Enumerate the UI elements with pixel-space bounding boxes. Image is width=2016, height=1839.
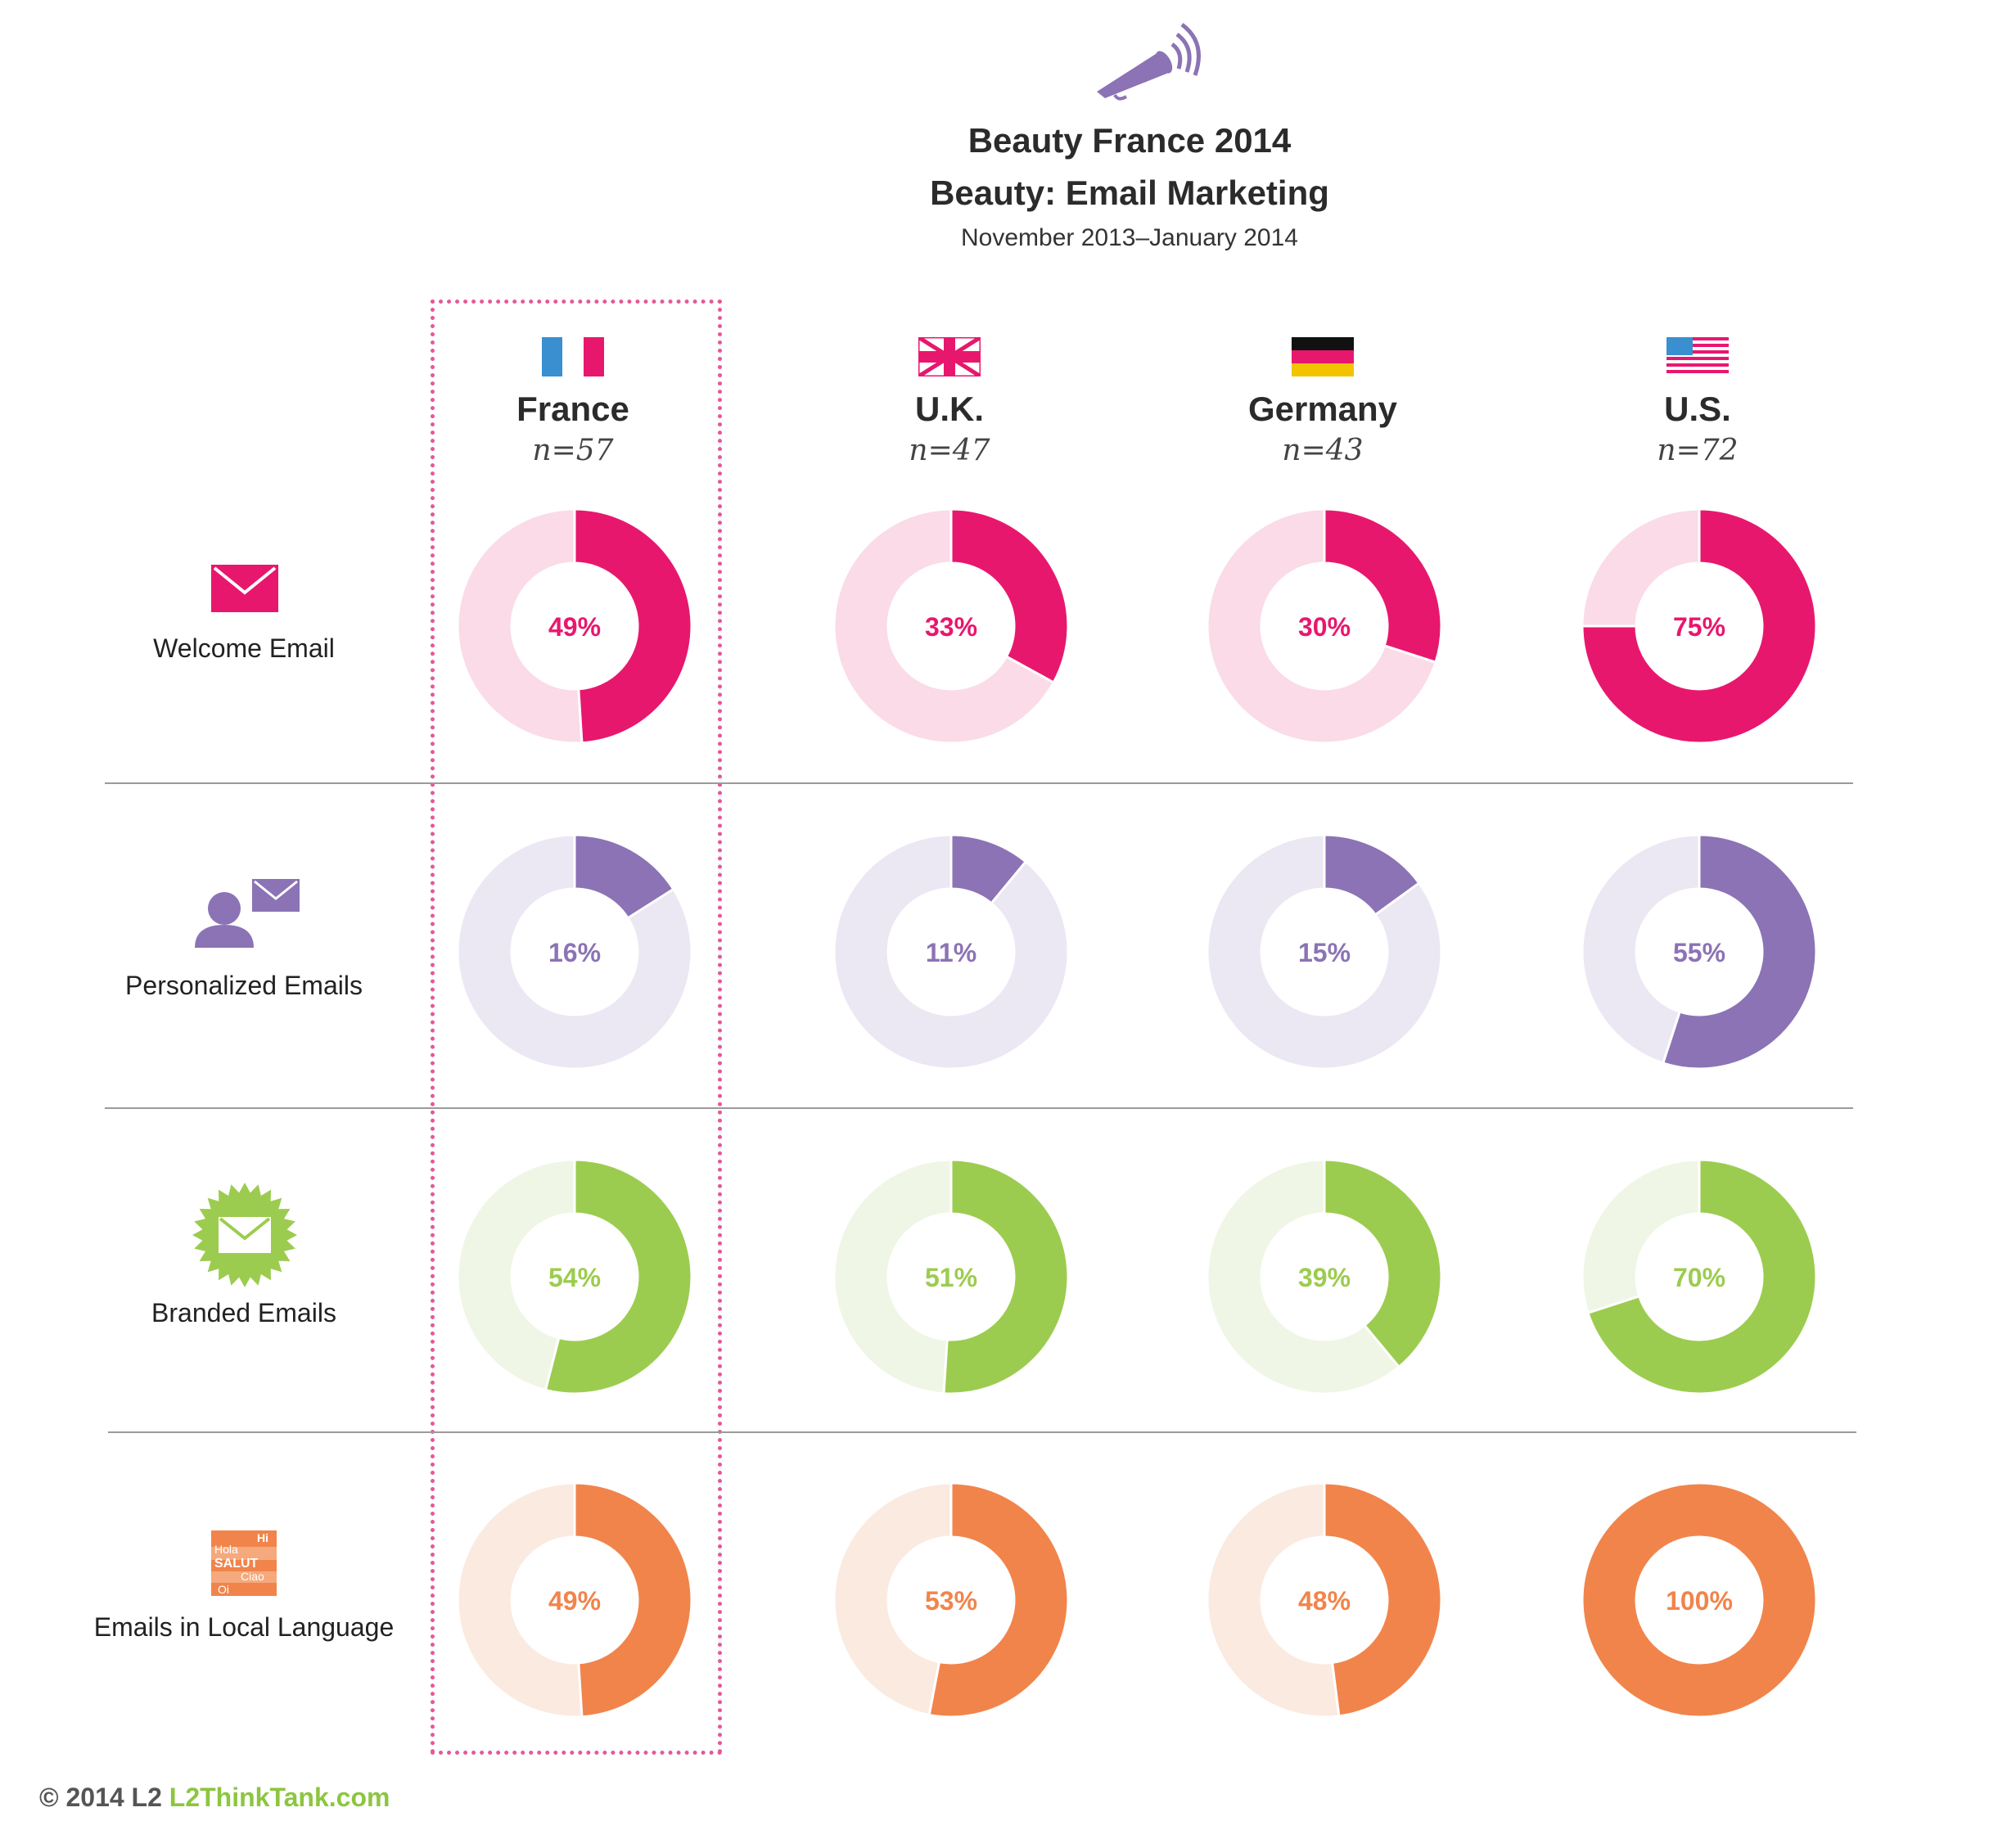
- france-flag-icon: [542, 337, 604, 376]
- donut-label-personalized-emails-u-s: 55%: [1673, 938, 1725, 967]
- country-name: France: [516, 390, 629, 428]
- donut-label-personalized-emails-france: 16%: [548, 938, 601, 967]
- language-word-hi: Hi: [257, 1531, 268, 1544]
- donut-label-branded-emails-u-k: 51%: [925, 1263, 977, 1292]
- chart-subtitle: Beauty: Email Marketing: [930, 174, 1329, 212]
- donut-label-welcome-email-u-k: 33%: [925, 612, 977, 642]
- row-label-branded: Branded Emails: [151, 1298, 336, 1327]
- country-name: U.S.: [1664, 390, 1731, 428]
- donut-label-emails-in-local-language-u-s: 100%: [1666, 1586, 1733, 1616]
- donut-slice-personalized-emails-germany: [1323, 833, 1421, 917]
- donut-remainder-branded-emails-u-s: [1581, 1158, 1701, 1315]
- donut-label-branded-emails-france: 54%: [548, 1263, 601, 1292]
- donut-label-emails-in-local-language-germany: 48%: [1298, 1586, 1351, 1616]
- country-header-germany: Germany n=43: [1159, 390, 1486, 467]
- footer: © 2014 L2 L2ThinkTank.com: [39, 1783, 390, 1813]
- donut-slice-branded-emails-germany: [1323, 1158, 1443, 1369]
- donut-remainder-personalized-emails-u-s: [1581, 833, 1701, 1065]
- chart-period: November 2013–January 2014: [961, 224, 1298, 251]
- donut-remainder-personalized-emails-germany: [1206, 833, 1443, 1070]
- donut-remainder-welcome-email-france: [456, 507, 584, 745]
- donut-remainder-welcome-email-germany: [1206, 507, 1437, 745]
- country-sample-size: n=47: [909, 434, 990, 467]
- starburst-envelope-icon: [192, 1183, 297, 1287]
- donut-label-branded-emails-germany: 39%: [1298, 1263, 1351, 1292]
- donut-slice-personalized-emails-u-s: [1661, 833, 1818, 1070]
- chart-title: Beauty France 2014: [967, 121, 1292, 160]
- donut-remainder-welcome-email-u-k: [832, 507, 1056, 745]
- footer-link[interactable]: L2ThinkTank.com: [169, 1783, 390, 1812]
- country-header-uk: U.K. n=47: [786, 390, 1113, 467]
- donut-remainder-personalized-emails-u-k: [832, 833, 1070, 1070]
- donut-slice-branded-emails-u-k: [942, 1158, 1070, 1395]
- row-divider: [108, 1431, 1856, 1433]
- donut-label-welcome-email-u-s: 75%: [1673, 612, 1725, 642]
- envelope-icon: [211, 565, 278, 612]
- language-word-hola: Hola: [214, 1543, 238, 1556]
- donut-label-personalized-emails-germany: 15%: [1298, 938, 1351, 967]
- donut-slice-emails-in-local-language-france: [573, 1481, 693, 1719]
- donut-slice-personalized-emails-france: [573, 833, 675, 920]
- donut-slice-welcome-email-france: [573, 507, 693, 745]
- country-header-france: France n=57: [409, 390, 737, 467]
- france-highlight-frame: [431, 300, 722, 1755]
- donut-slice-welcome-email-u-s: [1581, 507, 1818, 745]
- donut-remainder-branded-emails-germany: [1206, 1158, 1401, 1395]
- germany-flag-icon: [1292, 337, 1354, 376]
- languages-icon: Hi Hola SALUT Ciao Oi: [211, 1530, 277, 1596]
- donut-label-branded-emails-u-s: 70%: [1673, 1263, 1725, 1292]
- country-name: U.K.: [915, 390, 984, 428]
- donut-remainder-branded-emails-france: [456, 1158, 576, 1392]
- donut-remainder-emails-in-local-language-germany: [1206, 1481, 1341, 1719]
- donut-slice-branded-emails-france: [543, 1158, 693, 1395]
- row-label-welcome: Welcome Email: [153, 633, 335, 663]
- donut-label-personalized-emails-u-k: 11%: [926, 938, 976, 967]
- donut-slice-welcome-email-germany: [1323, 507, 1443, 665]
- language-word-oi: Oi: [218, 1583, 229, 1596]
- donut-remainder-personalized-emails-france: [456, 833, 693, 1070]
- country-sample-size: n=43: [1282, 434, 1364, 467]
- country-name: Germany: [1247, 390, 1398, 428]
- country-sample-size: n=72: [1657, 434, 1739, 467]
- donut-slice-personalized-emails-u-k: [949, 833, 1028, 905]
- row-label-personalized: Personalized Emails: [125, 971, 363, 1000]
- row-label-local-language: Emails in Local Language: [93, 1612, 395, 1642]
- donut-label-emails-in-local-language-u-k: 53%: [925, 1586, 977, 1616]
- donut-remainder-emails-in-local-language-u-k: [832, 1481, 953, 1717]
- donut-slice-welcome-email-u-k: [949, 507, 1070, 684]
- person-envelope-icon: [195, 879, 300, 948]
- country-header-us: U.S. n=72: [1534, 390, 1861, 467]
- row-divider: [105, 782, 1853, 784]
- uk-flag-icon: [918, 337, 981, 376]
- language-word-ciao: Ciao: [241, 1570, 264, 1583]
- donut-remainder-branded-emails-u-k: [832, 1158, 953, 1395]
- donut-remainder-emails-in-local-language-france: [456, 1481, 584, 1719]
- donut-remainder-welcome-email-u-s: [1581, 507, 1701, 628]
- megaphone-icon: [1097, 22, 1201, 101]
- donut-slice-branded-emails-u-s: [1586, 1158, 1818, 1395]
- language-word-salut: SALUT: [214, 1557, 259, 1571]
- us-flag-icon: [1666, 337, 1729, 376]
- footer-copyright: © 2014 L2: [39, 1783, 162, 1812]
- donut-label-emails-in-local-language-france: 49%: [548, 1586, 601, 1616]
- country-sample-size: n=57: [532, 434, 614, 467]
- donut-slice-emails-in-local-language-germany: [1323, 1481, 1443, 1718]
- donut-label-welcome-email-germany: 30%: [1298, 612, 1351, 642]
- donut-remainder-emails-in-local-language-u-s: [1581, 1481, 1818, 1719]
- row-divider: [105, 1107, 1853, 1109]
- donut-label-welcome-email-france: 49%: [548, 612, 601, 642]
- donut-slice-emails-in-local-language-u-k: [927, 1481, 1070, 1719]
